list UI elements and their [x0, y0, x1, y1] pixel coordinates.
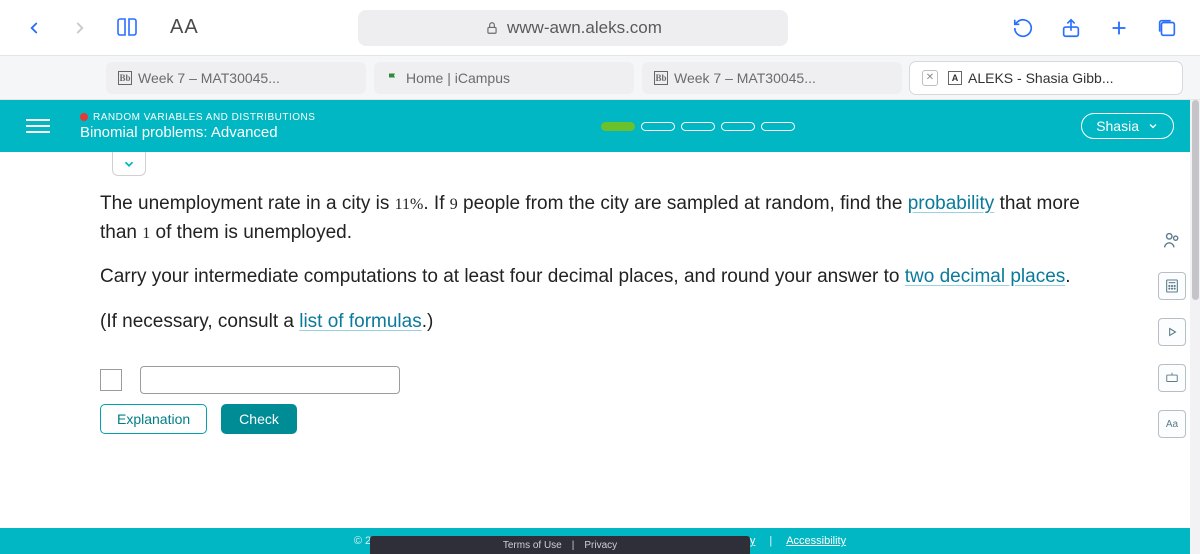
q-text: The unemployment rate in a city is: [100, 193, 395, 214]
rounding-instructions: Carry your intermediate computations to …: [100, 263, 1100, 292]
q-text: .): [422, 311, 434, 332]
topic-title: Binomial problems: Advanced: [80, 124, 315, 141]
check-button[interactable]: Check: [221, 404, 297, 434]
aleks-header: RANDOM VARIABLES AND DISTRIBUTIONS Binom…: [0, 100, 1200, 152]
explanation-button[interactable]: Explanation: [100, 404, 207, 434]
tabs-overview-button[interactable]: [1154, 17, 1180, 39]
calculator-icon[interactable]: [1158, 272, 1186, 300]
address-bar[interactable]: www-awn.aleks.com: [358, 10, 788, 46]
topic-section: RANDOM VARIABLES AND DISTRIBUTIONS: [80, 112, 315, 123]
progress-indicator: [601, 122, 795, 131]
section-overline: RANDOM VARIABLES AND DISTRIBUTIONS: [93, 112, 315, 123]
browser-tab[interactable]: Bb Week 7 – MAT30045...: [106, 62, 366, 94]
url-text: www-awn.aleks.com: [507, 18, 662, 38]
flag-favicon: [386, 71, 400, 85]
overlay-terms: Terms of Use: [503, 540, 562, 551]
scrollbar-thumb[interactable]: [1192, 100, 1199, 300]
q-text: .: [1065, 266, 1070, 287]
bb-favicon: Bb: [654, 71, 668, 85]
tab-label: Week 7 – MAT30045...: [674, 70, 816, 86]
progress-seg: [641, 122, 675, 131]
status-dot-icon: [80, 113, 88, 121]
formulas-link[interactable]: list of formulas: [299, 311, 421, 332]
q-text: . If: [423, 193, 449, 214]
reload-button[interactable]: [1010, 17, 1036, 39]
browser-tab-active[interactable]: ✕ A ALEKS - Shasia Gibb...: [910, 62, 1182, 94]
browser-toolbar: AA www-awn.aleks.com: [0, 0, 1200, 56]
progress-seg: [721, 122, 755, 131]
progress-seg-done: [601, 122, 635, 131]
topic-block: RANDOM VARIABLES AND DISTRIBUTIONS Binom…: [80, 112, 315, 141]
q-rate: 11%: [395, 196, 424, 213]
forward-button[interactable]: [66, 19, 94, 37]
browser-tab-strip: Bb Week 7 – MAT30045... Home | iCampus B…: [0, 56, 1200, 100]
user-name: Shasia: [1096, 118, 1139, 134]
action-row: Explanation Check: [0, 398, 1200, 440]
chevron-down-icon: [1147, 120, 1159, 132]
tab-label: ALEKS - Shasia Gibb...: [968, 70, 1114, 86]
keyboard-icon[interactable]: [1158, 364, 1186, 392]
tab-label: Home | iCampus: [406, 70, 510, 86]
bb-favicon: Bb: [118, 71, 132, 85]
aleks-app: RANDOM VARIABLES AND DISTRIBUTIONS Binom…: [0, 100, 1200, 554]
answer-box[interactable]: [100, 369, 122, 391]
accessibility-link[interactable]: Accessibility: [786, 535, 846, 547]
progress-seg: [761, 122, 795, 131]
tutor-icon[interactable]: [1158, 226, 1186, 254]
video-icon[interactable]: [1158, 318, 1186, 346]
question-paragraph: The unemployment rate in a city is 11%. …: [100, 190, 1100, 247]
aleks-favicon: A: [948, 71, 962, 85]
overlay-privacy: Privacy: [584, 540, 617, 551]
expand-toggle[interactable]: [112, 152, 146, 176]
reading-list-icon[interactable]: [112, 16, 142, 40]
right-tool-rail: Aa: [1158, 226, 1186, 438]
new-tab-button[interactable]: [1106, 17, 1132, 39]
q-text: Carry your intermediate computations to …: [100, 266, 905, 287]
formulas-note: (If necessary, consult a list of formula…: [100, 308, 1100, 337]
formula-toolbar[interactable]: [140, 366, 400, 394]
progress-seg: [681, 122, 715, 131]
text-size-button[interactable]: AA: [170, 16, 199, 39]
answer-row: [0, 362, 1200, 398]
browser-tab[interactable]: Home | iCampus: [374, 62, 634, 94]
back-button[interactable]: [20, 19, 48, 37]
menu-button[interactable]: [26, 119, 50, 133]
q-text: people from the city are sampled at rand…: [458, 193, 908, 214]
q-text: (If necessary, consult a: [100, 311, 299, 332]
lock-icon: [485, 21, 499, 35]
user-menu[interactable]: Shasia: [1081, 113, 1174, 139]
overlay-footer: Terms of Use | Privacy: [370, 536, 750, 554]
share-button[interactable]: [1058, 17, 1084, 39]
close-tab-icon[interactable]: ✕: [922, 70, 938, 86]
browser-tab[interactable]: Bb Week 7 – MAT30045...: [642, 62, 902, 94]
q-n: 9: [450, 196, 458, 213]
rounding-link[interactable]: two decimal places: [905, 266, 1066, 287]
question-content: The unemployment rate in a city is 11%. …: [0, 152, 1200, 362]
scrollbar[interactable]: [1190, 100, 1200, 554]
probability-link[interactable]: probability: [908, 193, 995, 214]
font-size-icon[interactable]: Aa: [1158, 410, 1186, 438]
q-text: of them is unemployed.: [150, 222, 352, 243]
tab-label: Week 7 – MAT30045...: [138, 70, 280, 86]
